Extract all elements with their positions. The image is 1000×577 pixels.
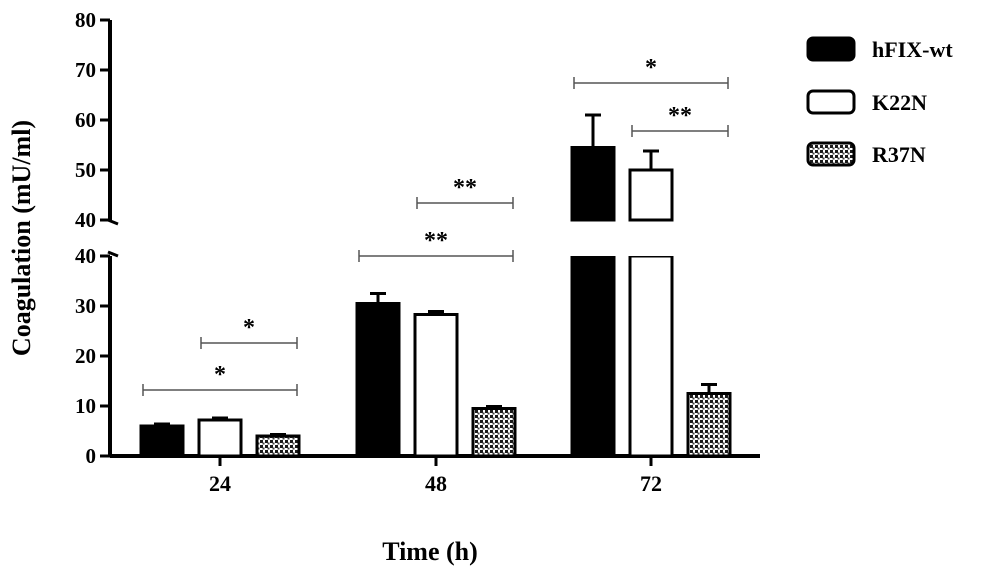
- significance-label: *: [214, 362, 226, 388]
- significance-label: **: [453, 175, 477, 201]
- bar: [197, 418, 243, 458]
- legend-swatch: [806, 141, 856, 167]
- bar: [628, 168, 674, 222]
- y-tick-label: 60: [75, 108, 96, 132]
- significance-label: *: [243, 315, 255, 341]
- bar: [255, 434, 301, 458]
- y-tick-label: 40: [75, 244, 96, 268]
- significance-annotations: *********: [142, 55, 729, 396]
- bar-break-gap: [628, 222, 674, 256]
- legend-swatch: [806, 89, 856, 115]
- legend-label: R37N: [872, 142, 926, 167]
- y-tick-label: 40: [75, 208, 96, 232]
- legend: hFIX-wt K22N R37N: [806, 36, 953, 167]
- bars: [139, 113, 732, 458]
- bar: [413, 313, 459, 458]
- legend-label: K22N: [872, 90, 927, 115]
- y-axis-title: Coagulation (mU/ml): [7, 120, 36, 356]
- x-tick-label: 48: [425, 471, 447, 496]
- y-tick-label: 70: [75, 58, 96, 82]
- y-tick-label: 50: [75, 158, 96, 182]
- bar: [471, 407, 517, 458]
- bar: [139, 424, 185, 458]
- y-tick-label: 80: [75, 8, 96, 32]
- bar: [570, 146, 616, 222]
- legend-swatch: [806, 36, 856, 62]
- x-axis-title: Time (h): [382, 537, 478, 566]
- bar: [355, 302, 401, 458]
- legend-label: hFIX-wt: [872, 37, 953, 62]
- significance-label: *: [645, 55, 657, 81]
- y-tick-label: 30: [75, 294, 96, 318]
- y-axis-break-mark: [107, 250, 119, 258]
- x-tick-label: 72: [640, 471, 662, 496]
- bar: [686, 392, 732, 458]
- bar-break-gap: [570, 222, 616, 256]
- significance-label: **: [424, 228, 448, 254]
- bar: [628, 254, 674, 458]
- y-tick-label: 20: [75, 344, 96, 368]
- y-tick-label: 10: [75, 394, 96, 418]
- significance-label: **: [668, 103, 692, 129]
- bar: [570, 254, 616, 458]
- y-tick-label: 0: [86, 444, 97, 468]
- x-tick-label: 24: [209, 471, 231, 496]
